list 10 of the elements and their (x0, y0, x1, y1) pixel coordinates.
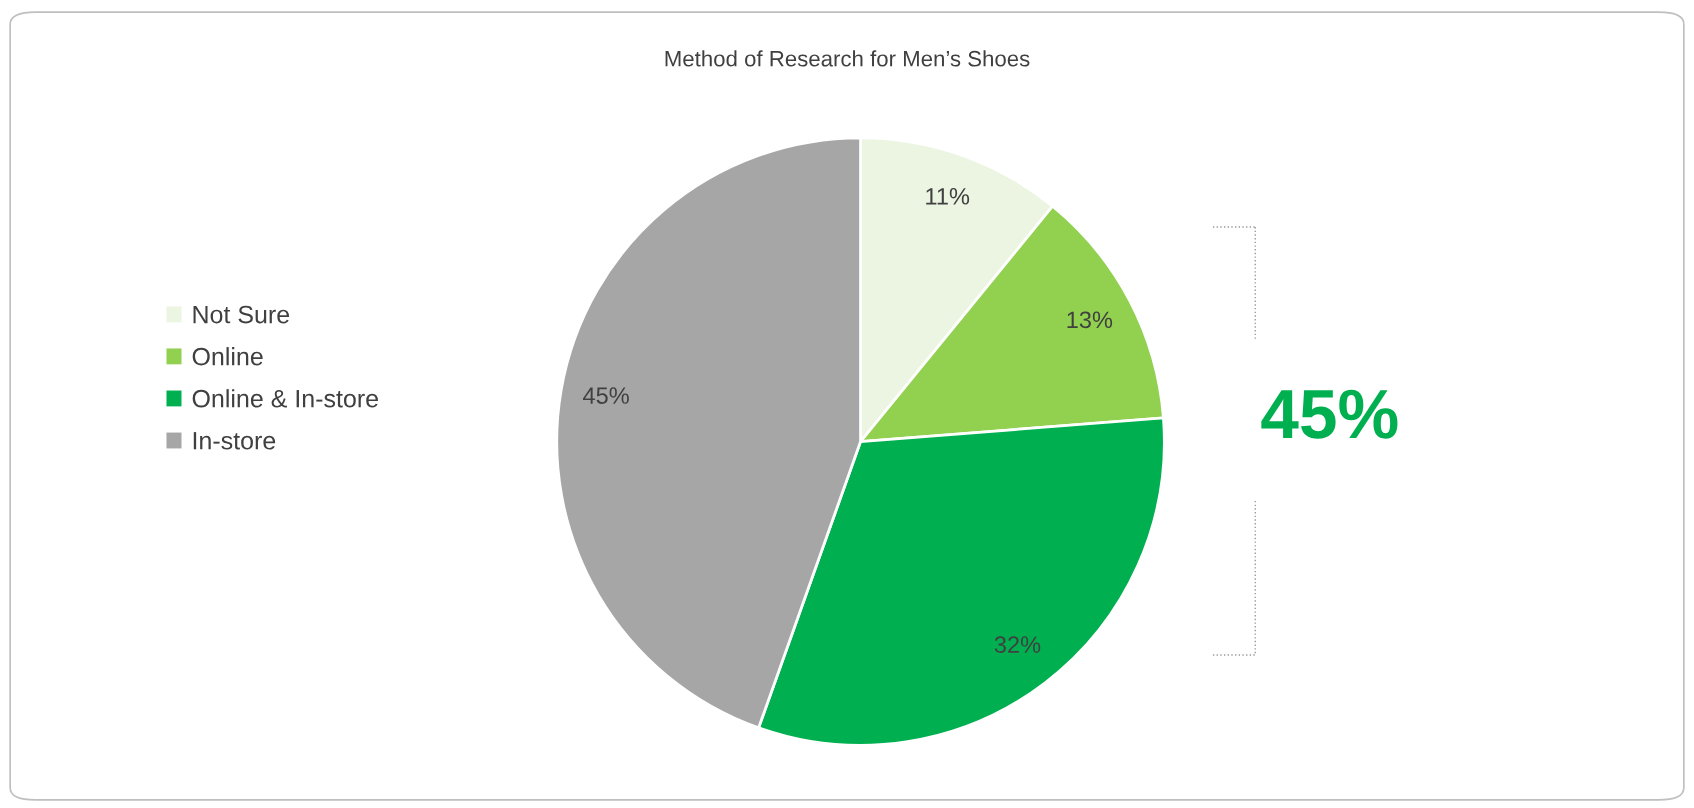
legend-label: Not Sure (193, 305, 290, 324)
legend-label: Online (192, 347, 263, 366)
chart-title: Method of Research for Men’s Shoes (665, 50, 1030, 67)
text: 45% (1261, 389, 1398, 439)
legend-label: Online & In-store (192, 389, 378, 408)
data-label: 11% (926, 188, 970, 205)
data-label: 45% (583, 387, 629, 404)
legend-label: In-store (193, 432, 276, 450)
data-label: 32% (994, 636, 1041, 653)
data-label: 13% (1067, 311, 1113, 329)
